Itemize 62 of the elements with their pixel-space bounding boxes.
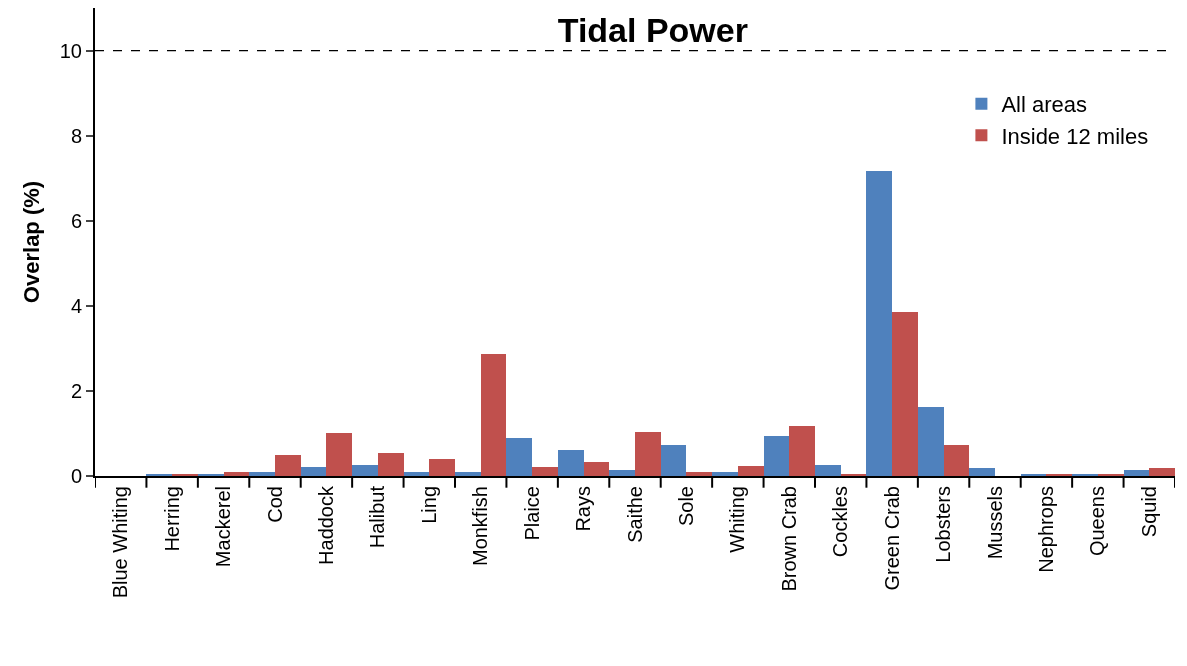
bar: [789, 426, 815, 476]
y-tick-label: 4: [70, 294, 82, 317]
bar: [506, 438, 532, 476]
bar: [301, 467, 326, 476]
bar: [584, 462, 609, 476]
bar: [686, 472, 712, 476]
x-tick-label: Saithe: [623, 486, 646, 543]
bar: [249, 472, 275, 476]
x-tick-label: Monkfish: [469, 486, 492, 567]
legend-label: All areas: [1001, 92, 1087, 118]
x-tick-label: Queens: [1086, 486, 1109, 557]
bar: [378, 453, 404, 476]
bar: [661, 445, 686, 476]
x-tick-label: Haddock: [314, 485, 337, 565]
legend-label: Inside 12 miles: [1001, 123, 1149, 149]
x-tick-label: Cod: [263, 486, 286, 523]
x-tick-label: Mackerel: [212, 486, 235, 568]
bar: [532, 467, 558, 476]
bar: [815, 465, 841, 476]
bar: [558, 450, 584, 476]
bar: [969, 468, 995, 476]
x-tick-label: Herring: [160, 486, 183, 552]
x-tick-label: Nephrops: [1034, 486, 1057, 573]
x-tick-label: Squid: [1137, 486, 1160, 538]
x-tick-label: Mussels: [983, 486, 1006, 560]
x-tick-label: Ling: [417, 486, 440, 524]
bar: [352, 465, 378, 476]
x-tick-label: Lobsters: [932, 486, 955, 563]
x-tick-label: Plaice: [520, 486, 543, 541]
y-tick-label: 6: [70, 209, 82, 232]
bar: [892, 312, 918, 476]
x-tick-label: Blue Whiting: [109, 486, 132, 599]
x-tick-label: Whiting: [726, 486, 749, 553]
bar: [326, 433, 352, 476]
bar: [404, 472, 429, 476]
y-axis-title: Overlap (%): [19, 180, 45, 304]
bar: [764, 436, 789, 476]
bar: [944, 445, 969, 476]
y-tick-label: 2: [70, 379, 82, 402]
bar: [918, 407, 944, 476]
x-tick-label: Sole: [674, 486, 697, 527]
bar: [455, 472, 481, 476]
y-tick-label: 0: [70, 465, 82, 487]
bar: [481, 354, 506, 476]
bar: [429, 459, 455, 476]
x-tick-label: Brown Crab: [777, 486, 800, 592]
x-tick-label: Cockles: [829, 486, 852, 558]
bar: [866, 171, 892, 476]
x-tick-label: Halibut: [366, 485, 389, 549]
y-tick-label: 8: [70, 124, 82, 147]
bar: [609, 470, 635, 476]
chart-title: Tidal Power: [557, 10, 748, 49]
y-tick-label: 10: [59, 39, 82, 62]
bar: [738, 466, 764, 476]
bar: [1124, 470, 1149, 476]
bar: [712, 472, 738, 476]
bar: [635, 432, 661, 476]
bar: [275, 455, 301, 476]
bar: [224, 472, 249, 476]
x-tick-label: Rays: [572, 486, 595, 532]
bar: [1149, 468, 1175, 476]
x-tick-label: Green Crab: [880, 486, 903, 591]
